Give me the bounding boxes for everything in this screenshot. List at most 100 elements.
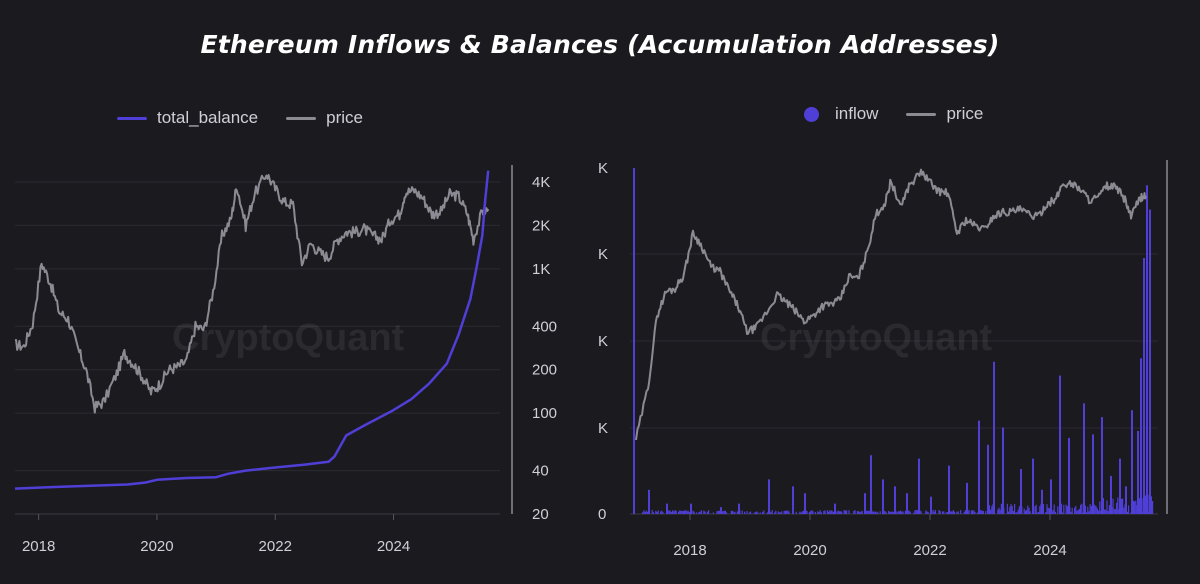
inflow-bar-minor bbox=[679, 510, 681, 514]
inflow-bar-minor bbox=[1116, 502, 1118, 514]
inflow-bar-minor bbox=[673, 511, 675, 514]
inflow-bar-minor bbox=[920, 511, 922, 514]
left-chart-legend: total_balance price bbox=[117, 108, 391, 128]
inflow-bar-minor bbox=[950, 511, 952, 514]
legend-entry-price-right[interactable]: price bbox=[906, 104, 983, 124]
inflow-bar-minor bbox=[856, 511, 858, 514]
inflow-bar-minor bbox=[642, 512, 644, 514]
inflow-bar-minor bbox=[896, 512, 898, 514]
inflow-bar-minor bbox=[891, 511, 893, 514]
inflow-bar-minor bbox=[1135, 500, 1137, 514]
legend-label-price-right: price bbox=[946, 104, 984, 123]
legend-entry-price[interactable]: price bbox=[286, 108, 363, 128]
inflow-bar-minor bbox=[902, 511, 904, 514]
inflow-bar bbox=[792, 486, 794, 514]
inflow-bar-minor bbox=[1106, 500, 1108, 514]
inflow-bar-minor bbox=[652, 512, 654, 514]
inflow-bar-minor bbox=[733, 512, 735, 514]
inflow-bar-minor bbox=[762, 511, 764, 514]
inflow-bar-minor bbox=[1078, 508, 1080, 514]
inflow-bar-minor bbox=[960, 510, 962, 514]
inflow-bar-minor bbox=[819, 510, 821, 514]
legend-entry-inflow[interactable]: inflow bbox=[804, 104, 878, 124]
inflow-bar-minor bbox=[844, 510, 846, 514]
inflow-bar-minor bbox=[1024, 510, 1026, 514]
inflow-bar-minor bbox=[991, 506, 993, 514]
inflow-bar-minor bbox=[799, 511, 801, 514]
inflow-bar-minor bbox=[784, 510, 786, 514]
inflow-bar-minor bbox=[660, 511, 662, 514]
inflow-bar-minor bbox=[1046, 504, 1048, 514]
page-title: Ethereum Inflows & Balances (Accumulatio… bbox=[200, 30, 1000, 59]
right-y-tick-label: K bbox=[598, 160, 608, 177]
inflow-bar bbox=[1140, 358, 1142, 514]
inflow-bar-minor bbox=[678, 511, 680, 514]
inflow-bar-minor bbox=[897, 511, 899, 514]
inflow-bar-minor bbox=[885, 512, 887, 514]
inflow-bar-minor bbox=[1035, 504, 1037, 514]
inflow-bar-minor bbox=[1095, 506, 1097, 514]
inflow-bar-minor bbox=[646, 511, 648, 514]
inflow-bar-minor bbox=[730, 510, 732, 514]
inflow-bar bbox=[1092, 434, 1094, 514]
inflow-bar-minor bbox=[976, 512, 978, 514]
right-x-tick-label: 2020 bbox=[793, 542, 826, 559]
inflow-bar-minor bbox=[838, 511, 840, 514]
inflow-bar-minor bbox=[1087, 506, 1089, 514]
inflow-bar bbox=[738, 503, 740, 514]
inflow-bar-minor bbox=[662, 512, 664, 514]
right-x-tick-label: 2024 bbox=[1033, 542, 1066, 559]
inflow-bar-minor bbox=[916, 510, 918, 514]
inflow-bar-minor bbox=[1036, 512, 1038, 514]
left-x-tick-label: 2020 bbox=[140, 538, 173, 555]
inflow-bar-minor bbox=[1144, 495, 1146, 514]
inflow-bar-minor bbox=[982, 511, 984, 514]
inflow-bar-minor bbox=[938, 510, 940, 514]
inflow-bar-minor bbox=[932, 509, 934, 514]
inflow-bar-minor bbox=[889, 511, 891, 514]
inflow-bar-minor bbox=[1114, 509, 1116, 514]
inflow-bar-minor bbox=[1080, 504, 1082, 514]
inflow-bar-minor bbox=[873, 511, 875, 514]
inflow-bar-minor bbox=[1034, 506, 1036, 514]
inflow-bar-minor bbox=[1076, 510, 1078, 514]
inflow-bar-minor bbox=[946, 512, 948, 514]
inflow-bar-minor bbox=[777, 511, 779, 514]
inflow-bar-minor bbox=[933, 511, 935, 514]
inflow-bar-minor bbox=[1065, 504, 1067, 514]
inflow-bar-minor bbox=[741, 510, 743, 514]
inflow-bar-minor bbox=[704, 511, 706, 514]
inflow-bar bbox=[948, 465, 950, 514]
inflow-bar-minor bbox=[810, 511, 812, 514]
inflow-bar-minor bbox=[669, 510, 671, 514]
inflow-bar-minor bbox=[806, 511, 808, 514]
inflow-bar-minor bbox=[1138, 498, 1140, 514]
inflow-bar-minor bbox=[757, 512, 759, 514]
inflow-bar-minor bbox=[1027, 505, 1029, 514]
inflow-bar-minor bbox=[877, 511, 879, 514]
inflow-bar-minor bbox=[1042, 504, 1044, 514]
inflow-bar-minor bbox=[1063, 504, 1065, 514]
inflow-bar-minor bbox=[670, 512, 672, 514]
inflow-bar-minor bbox=[974, 511, 976, 514]
inflow-bar-minor bbox=[718, 510, 720, 514]
inflow-bar-minor bbox=[655, 510, 657, 514]
inflow-bar-minor bbox=[696, 512, 698, 514]
inflow-bar-minor bbox=[706, 511, 708, 514]
inflow-bar-minor bbox=[837, 510, 839, 514]
legend-entry-total-balance[interactable]: total_balance bbox=[117, 108, 258, 128]
inflow-bar bbox=[720, 507, 722, 514]
inflow-bar-minor bbox=[901, 511, 903, 514]
inflow-bar bbox=[894, 486, 896, 514]
right-chart: K K K K 0 CryptoQuant 2018 2020 2022 2024 bbox=[598, 160, 1168, 559]
inflow-bar-minor bbox=[1053, 504, 1055, 514]
inflow-bar-minor bbox=[786, 510, 788, 514]
inflow-bar-minor bbox=[685, 510, 687, 514]
inflow-bar-minor bbox=[817, 511, 819, 514]
inflow-bar-minor bbox=[854, 510, 856, 514]
inflow-bar-minor bbox=[661, 510, 663, 514]
inflow-bar bbox=[1125, 486, 1127, 514]
left-y-tick-label: 20 bbox=[532, 506, 549, 523]
left-chart: 4K 2K 1K 400 200 100 40 20 CryptoQuant 2018 2020 20… bbox=[14, 165, 557, 555]
inflow-bar-minor bbox=[859, 511, 861, 514]
